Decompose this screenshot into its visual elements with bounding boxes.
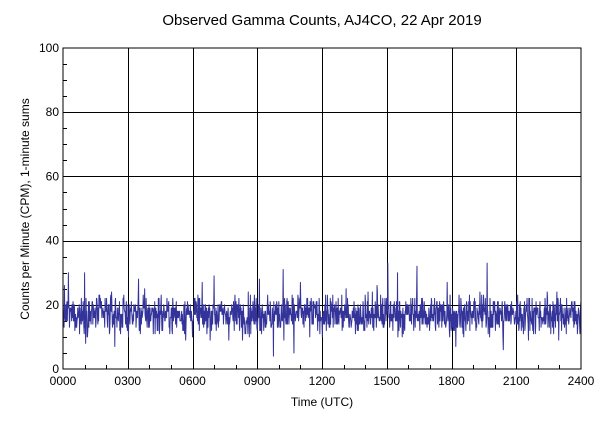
y-minor-ticks (63, 64, 67, 354)
series-line (62, 262, 582, 357)
x-tick-label: 0900 (244, 374, 271, 388)
y-tick-labels: 0 20 40 60 80 100 (39, 41, 59, 376)
y-tick-label: 0 (52, 362, 59, 376)
y-tick-label: 40 (46, 234, 60, 248)
plot-frame (62, 47, 582, 370)
y-tick-label: 20 (46, 298, 60, 312)
x-axis-label: Time (UTC) (291, 395, 353, 409)
x-tick-label: 1200 (309, 374, 336, 388)
y-tick-label: 60 (46, 169, 60, 183)
x-tick-label: 1800 (438, 374, 465, 388)
x-tick-label: 0600 (179, 374, 206, 388)
x-tick-label: 1500 (373, 374, 400, 388)
x-tick-label: 2400 (568, 374, 595, 388)
y-axis-label: Counts per Minute (CPM), 1-minute sums (18, 98, 32, 319)
chart-title: Observed Gamma Counts, AJ4CO, 22 Apr 201… (162, 12, 481, 29)
x-minor-ticks (85, 365, 560, 369)
y-tick-label: 80 (46, 105, 60, 119)
y-tick-label: 100 (39, 41, 59, 55)
x-tick-label: 0000 (50, 374, 77, 388)
x-tick-label: 0300 (114, 374, 141, 388)
x-tick-label: 2100 (503, 374, 530, 388)
x-tick-labels: 0000 0300 0600 0900 1200 1500 1800 2100 2400 (50, 374, 595, 388)
